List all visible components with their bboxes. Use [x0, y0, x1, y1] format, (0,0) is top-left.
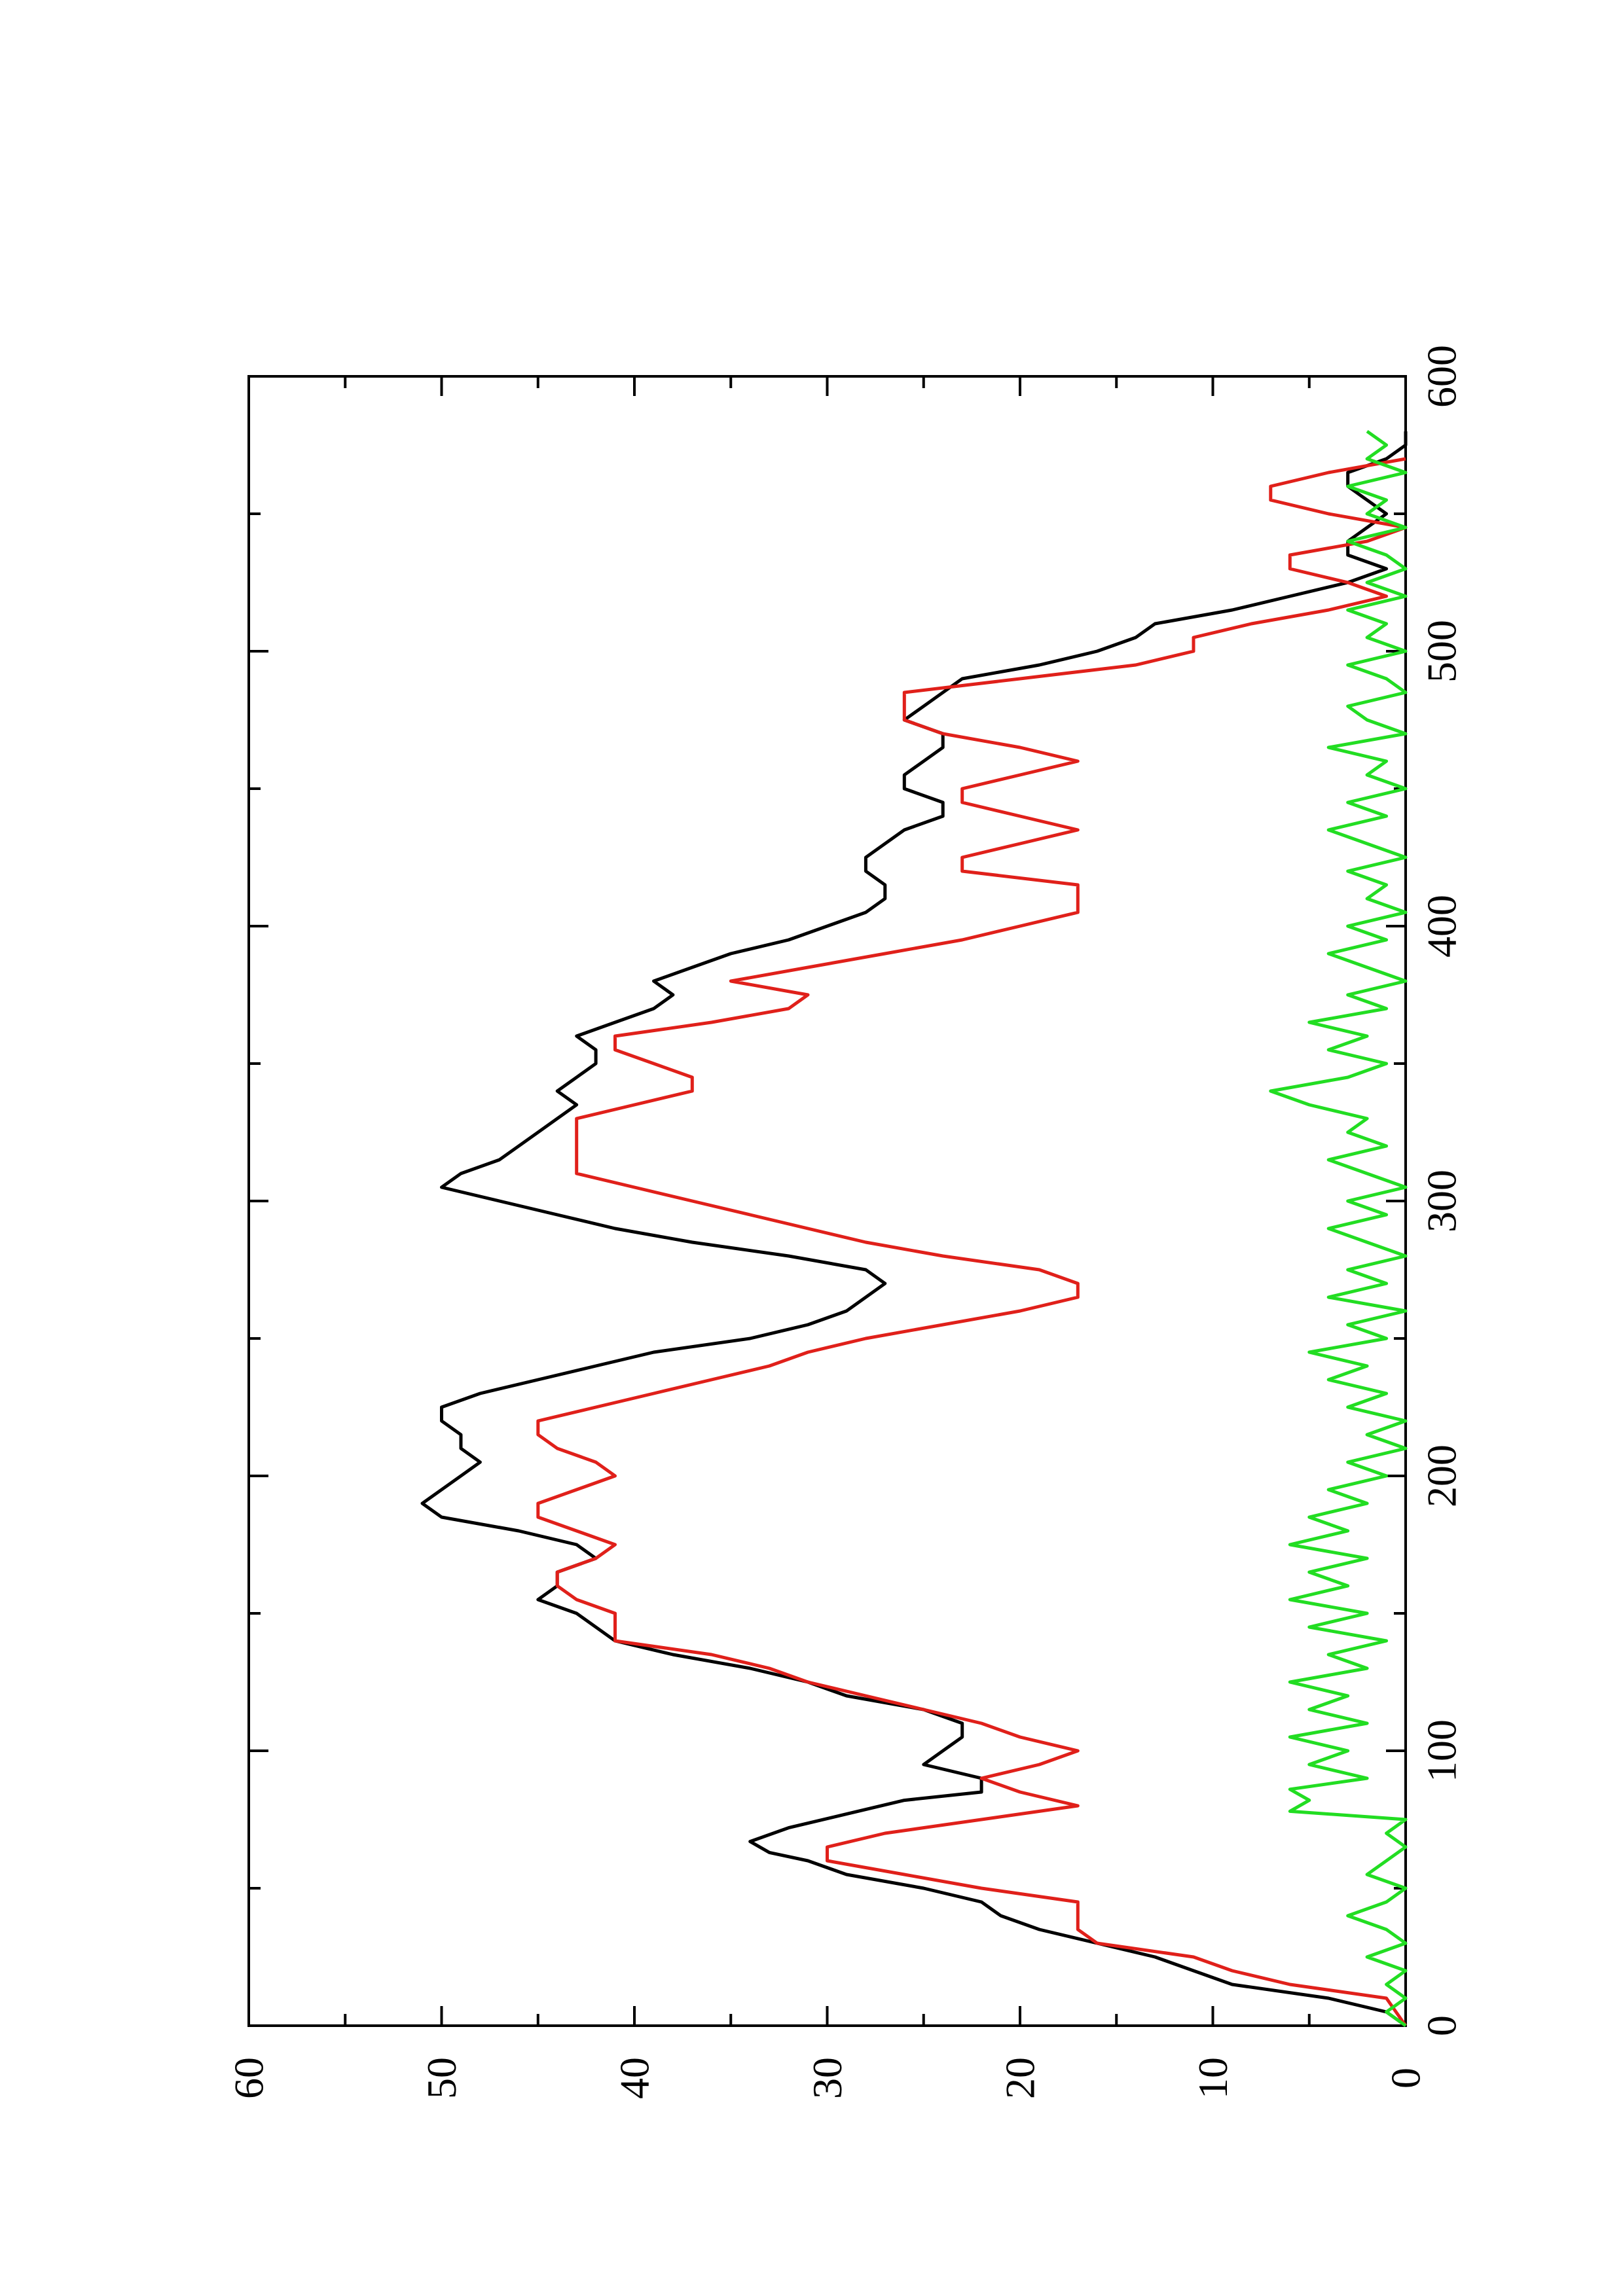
y-tick-label: 60	[226, 2057, 272, 2099]
series-line-3	[1269, 429, 1408, 2028]
x-tick-label: 600	[1419, 345, 1465, 408]
x-tick-label: 100	[1419, 1719, 1465, 1782]
y-tick-label: 10	[1190, 2057, 1236, 2099]
y-tick-label: 40	[611, 2057, 658, 2099]
y-tick-label: 0	[1383, 2068, 1429, 2089]
x-tick-label: 200	[1419, 1444, 1465, 1507]
x-tick-label: 400	[1419, 895, 1465, 958]
y-tick-label: 30	[804, 2057, 850, 2099]
series-line-1	[420, 431, 1408, 2028]
series-line-2	[536, 457, 1408, 2027]
x-tick-label: 0	[1419, 2015, 1465, 2036]
plot-frame	[247, 375, 1407, 2027]
x-tick-label: 500	[1419, 620, 1465, 683]
axis-tick-labels: 0 100 200 300 400 500 600 0 10 20 30 40 50 60	[226, 345, 1465, 2099]
y-tick-label: 50	[418, 2057, 465, 2099]
axis-ticks	[247, 375, 1407, 2027]
y-tick-label: 20	[997, 2057, 1044, 2099]
x-tick-label: 300	[1419, 1170, 1465, 1232]
series-group	[420, 429, 1408, 2028]
